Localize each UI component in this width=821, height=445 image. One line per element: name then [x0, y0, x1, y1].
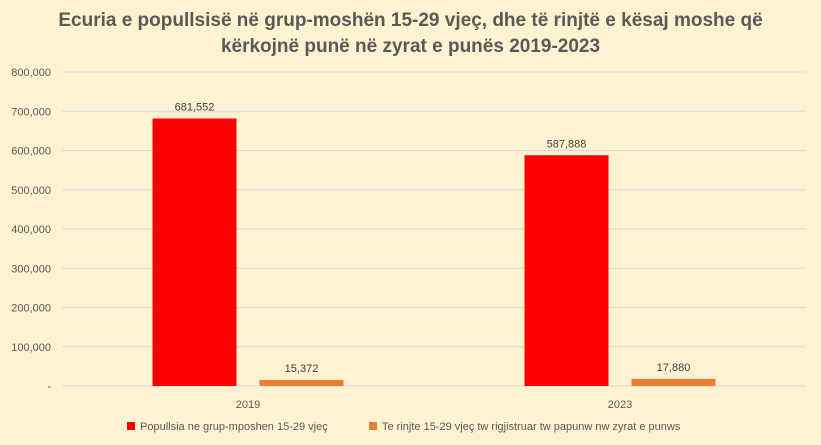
bar: [259, 379, 344, 386]
chart-title-line-2: kërkojnë punë në zyrat e punës 2019-2023: [220, 36, 601, 57]
chart-title: Ecuria e popullsisë në grup-moshën 15-29…: [0, 8, 821, 60]
data-label: 17,880: [657, 362, 691, 374]
chart-title-line-1: Ecuria e popullsisë në grup-moshën 15-29…: [58, 10, 763, 31]
legend-label: Popullsia ne grup-mposhen 15-29 vjeç: [140, 421, 328, 433]
y-tick-label: 700,000: [11, 106, 51, 118]
legend-swatch: [127, 422, 135, 430]
data-label: 587,888: [547, 138, 587, 150]
y-tick-label: 300,000: [11, 263, 51, 275]
legend-label: Te rinjte 15-29 vjeç tw rigjistruar tw p…: [382, 421, 681, 433]
y-tick-label: 400,000: [11, 224, 51, 236]
x-tick-label: 2019: [236, 399, 260, 411]
y-tick-label: 800,000: [11, 67, 51, 79]
data-label: 681,552: [175, 101, 215, 113]
y-tick-label: 100,000: [11, 342, 51, 354]
bar: [631, 378, 716, 386]
bar: [524, 155, 609, 386]
x-tick-label: 2023: [608, 399, 632, 411]
y-tick-label: 200,000: [11, 303, 51, 315]
y-tick-label: 600,000: [11, 146, 51, 158]
legend-swatch: [369, 422, 377, 430]
y-tick-label: 500,000: [11, 185, 51, 197]
bar: [152, 118, 237, 386]
y-tick-label: -: [47, 381, 51, 393]
data-label: 15,372: [285, 363, 319, 375]
